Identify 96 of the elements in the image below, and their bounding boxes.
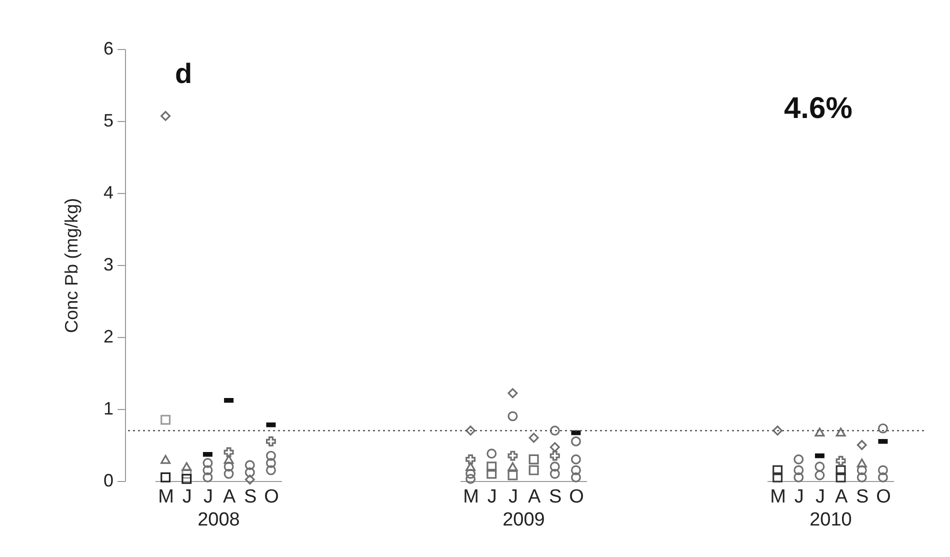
point <box>550 450 560 461</box>
x-tick-label: M <box>463 486 479 508</box>
point <box>224 462 234 472</box>
point <box>814 462 825 472</box>
x-tick-label: M <box>770 486 786 508</box>
point <box>836 472 846 482</box>
point <box>570 465 581 476</box>
point <box>508 470 518 480</box>
point <box>528 454 539 464</box>
x-axis-title: 2010 <box>810 510 852 530</box>
point <box>224 454 234 464</box>
point <box>266 436 276 446</box>
point <box>550 426 560 436</box>
point <box>486 462 497 472</box>
point <box>570 436 581 446</box>
annotation: 4.6% <box>784 92 852 125</box>
point <box>266 458 276 468</box>
point <box>224 447 234 458</box>
point <box>794 465 804 476</box>
x-tick-label: M <box>158 486 174 508</box>
point <box>878 472 888 482</box>
y-tick-label: 0 <box>103 470 114 490</box>
point <box>466 426 476 436</box>
point <box>508 388 518 398</box>
point <box>244 467 255 478</box>
point <box>856 465 867 476</box>
y-tick-label: 2 <box>103 326 114 346</box>
point <box>508 411 518 422</box>
point <box>836 456 846 466</box>
point <box>508 450 518 461</box>
point <box>528 465 539 476</box>
point <box>224 468 234 479</box>
point <box>570 472 581 482</box>
point <box>550 442 560 452</box>
point <box>772 465 783 476</box>
point <box>160 472 171 482</box>
point <box>772 472 783 482</box>
point <box>266 450 276 461</box>
point <box>202 472 213 482</box>
point <box>266 465 276 476</box>
point <box>836 428 846 436</box>
x-tick-label: J <box>203 486 213 508</box>
point <box>244 460 255 470</box>
point <box>244 474 255 485</box>
x-tick-label: A <box>528 486 541 508</box>
point <box>794 454 804 464</box>
x-tick-label: J <box>815 486 825 508</box>
point <box>836 465 846 476</box>
point <box>182 474 192 484</box>
x-tick-label: S <box>549 486 562 508</box>
point <box>486 448 497 459</box>
point <box>466 454 476 464</box>
x-axis-title: 2008 <box>198 510 240 530</box>
x-tick-label: O <box>569 486 584 508</box>
point <box>486 468 497 479</box>
y-tick-label: 5 <box>103 110 114 130</box>
x-axis-title: 2009 <box>502 510 545 530</box>
point <box>202 465 213 476</box>
point <box>182 468 192 479</box>
point <box>856 440 867 450</box>
point <box>202 458 213 468</box>
point <box>182 462 192 472</box>
x-tick-label: O <box>876 486 891 508</box>
x-tick-label: A <box>834 486 848 508</box>
point <box>550 468 560 479</box>
point <box>878 423 888 434</box>
x-tick-label: A <box>222 486 236 508</box>
point <box>856 458 867 468</box>
point <box>794 472 804 482</box>
x-tick-label: J <box>794 486 804 508</box>
y-tick-label: 6 <box>103 38 114 58</box>
point <box>160 110 171 121</box>
point <box>508 462 518 472</box>
y-axis-title: Conc Pb (mg/kg) <box>61 198 82 334</box>
point <box>160 454 171 464</box>
point <box>160 414 171 425</box>
y-tick-label: 4 <box>103 182 114 202</box>
point <box>528 432 539 443</box>
point <box>466 474 476 484</box>
y-tick-label: 1 <box>103 398 114 418</box>
point <box>878 465 888 476</box>
x-tick-label: S <box>244 486 257 508</box>
point <box>772 426 783 436</box>
point <box>570 454 581 464</box>
point <box>814 470 825 480</box>
point <box>814 428 825 436</box>
point <box>856 472 867 482</box>
point <box>550 462 560 472</box>
x-tick-label: O <box>264 486 279 508</box>
x-tick-label: S <box>856 486 869 508</box>
y-tick-label: 3 <box>103 254 114 274</box>
annotation: d <box>175 58 192 89</box>
x-tick-label: J <box>508 486 518 508</box>
x-tick-label: J <box>182 486 192 508</box>
x-tick-label: J <box>487 486 497 508</box>
point <box>466 462 476 472</box>
